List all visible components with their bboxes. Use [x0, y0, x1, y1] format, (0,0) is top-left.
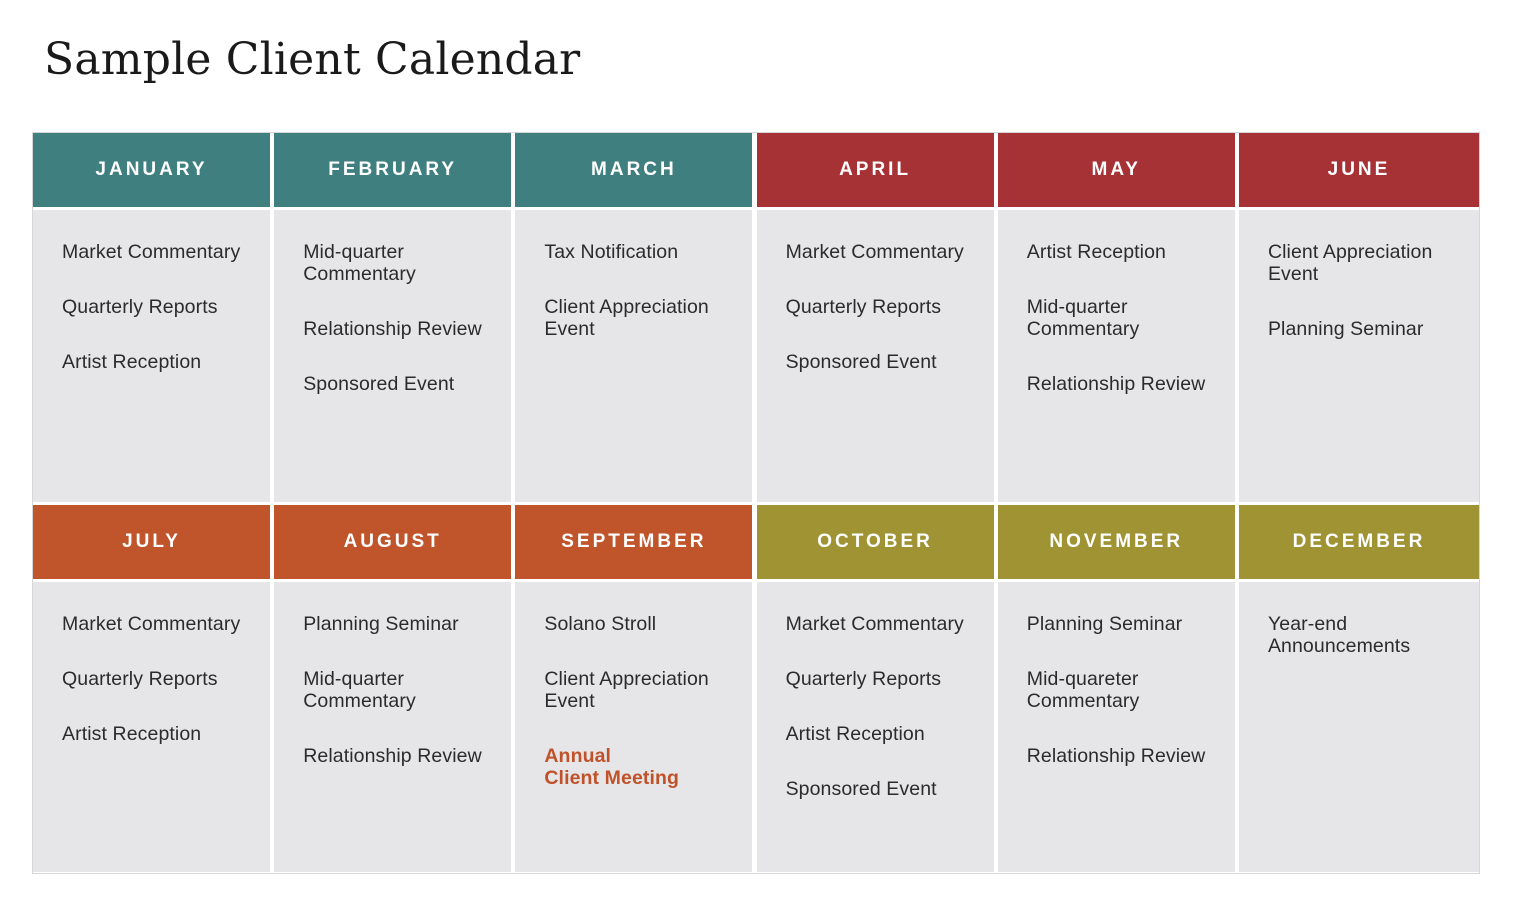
month-header-april: APRIL [756, 133, 997, 207]
month-header-july: JULY [33, 505, 273, 579]
month-column-november: NOVEMBER Planning Seminar Mid-quareter Com… [997, 505, 1238, 872]
month-column-march: MARCH Tax Notification Client Appreciatio… [515, 133, 756, 502]
event-item: Planning Seminar [1026, 613, 1183, 635]
event-item: Mid-quarter Commentary [303, 241, 416, 285]
month-events-april: Market Commentary Quarterly Reports Sponso… [756, 210, 997, 502]
month-column-september: SEPTEMBER Solano Stroll Client Appreciati… [515, 505, 756, 872]
month-column-april: APRIL Market Commentary Quarterly Reports… [756, 133, 997, 502]
event-item: Relationship Review [1026, 373, 1206, 395]
event-item: Artist Reception [62, 723, 202, 745]
month-column-june: JUNE Client Appreciation Event Planning Se… [1238, 133, 1479, 502]
month-header-february: FEBRUARY [274, 133, 515, 207]
event-item: Sponsored Event [785, 778, 937, 800]
event-item: Planning Seminar [303, 613, 459, 635]
month-header-december: DECEMBER [1238, 505, 1479, 579]
event-item: Market Commentary [785, 241, 964, 263]
event-item: Market Commentary [785, 613, 964, 635]
month-column-may: MAY Artist Reception Mid-quarter Commentar… [997, 133, 1238, 502]
month-events-june: Client Appreciation Event Planning Seminar [1238, 210, 1479, 502]
event-item: Year-end Announcements [1267, 613, 1411, 657]
event-item: Mid-quareter Commentary [1026, 668, 1140, 712]
event-item: Solano Stroll [544, 613, 657, 635]
event-item: Mid-quarter Commentary [303, 668, 416, 712]
month-header-march: MARCH [515, 133, 756, 207]
event-item: Relationship Review [303, 745, 482, 767]
event-item: Sponsored Event [785, 351, 937, 373]
month-column-february: FEBRUARY Mid-quarter Commentary Relationsh… [274, 133, 515, 502]
event-item: Artist Reception [1026, 241, 1166, 263]
month-header-january: JANUARY [33, 133, 273, 207]
month-header-september: SEPTEMBER [515, 505, 756, 579]
event-item: Tax Notification [544, 241, 679, 263]
calendar-row-first-half: JANUARY Market Commentary Quarterly Repor… [33, 133, 1479, 502]
event-item: Annual Client Meeting [544, 745, 680, 789]
month-events-february: Mid-quarter Commentary Relationship Review… [274, 210, 515, 502]
month-events-may: Artist Reception Mid-quarter Commentary Rel… [997, 210, 1238, 502]
event-item: Artist Reception [785, 723, 925, 745]
event-item: Sponsored Event [303, 373, 455, 395]
month-column-august: AUGUST Planning Seminar Mid-quarter Commen… [274, 505, 515, 872]
month-column-december: DECEMBER Year-end Announcements [1238, 505, 1479, 872]
month-column-january: JANUARY Market Commentary Quarterly Repor… [33, 133, 273, 502]
event-item: Client Appreciation Event [1267, 241, 1433, 285]
event-item: Planning Seminar [1267, 318, 1424, 340]
event-item: Market Commentary [62, 613, 241, 635]
month-header-november: NOVEMBER [997, 505, 1238, 579]
event-item: Client Appreciation Event [544, 296, 709, 340]
month-column-july: JULY Market Commentary Quarterly Reports A… [33, 505, 273, 872]
month-events-july: Market Commentary Quarterly Reports Artist… [33, 582, 273, 872]
month-events-december: Year-end Announcements [1238, 582, 1479, 872]
event-item: Relationship Review [303, 318, 482, 340]
event-item: Quarterly Reports [62, 296, 218, 318]
month-events-august: Planning Seminar Mid-quarter Commentary Rel… [274, 582, 515, 872]
event-item: Client Appreciation Event [544, 668, 709, 712]
event-item: Quarterly Reports [785, 296, 942, 318]
month-header-june: JUNE [1238, 133, 1479, 207]
month-header-october: OCTOBER [756, 505, 997, 579]
month-events-october: Market Commentary Quarterly Reports Artist… [756, 582, 997, 872]
event-item: Mid-quarter Commentary [1026, 296, 1140, 340]
calendar-row-second-half: JULY Market Commentary Quarterly Reports A… [33, 505, 1479, 872]
event-item: Artist Reception [62, 351, 202, 373]
month-events-january: Market Commentary Quarterly Reports Artist… [33, 210, 273, 502]
month-events-november: Planning Seminar Mid-quareter Commentary Re… [997, 582, 1238, 872]
month-column-october: OCTOBER Market Commentary Quarterly Repor… [756, 505, 997, 872]
month-events-march: Tax Notification Client Appreciation Event [515, 210, 756, 502]
event-item: Quarterly Reports [62, 668, 218, 690]
event-item: Quarterly Reports [785, 668, 942, 690]
event-item: Market Commentary [62, 241, 241, 263]
event-item: Relationship Review [1026, 745, 1206, 767]
page-title: Sample Client Calendar [44, 34, 581, 85]
month-header-august: AUGUST [274, 505, 515, 579]
month-header-may: MAY [997, 133, 1238, 207]
month-events-september: Solano Stroll Client Appreciation Event Ann… [515, 582, 756, 872]
calendar-grid: JANUARY Market Commentary Quarterly Repor… [32, 132, 1480, 874]
